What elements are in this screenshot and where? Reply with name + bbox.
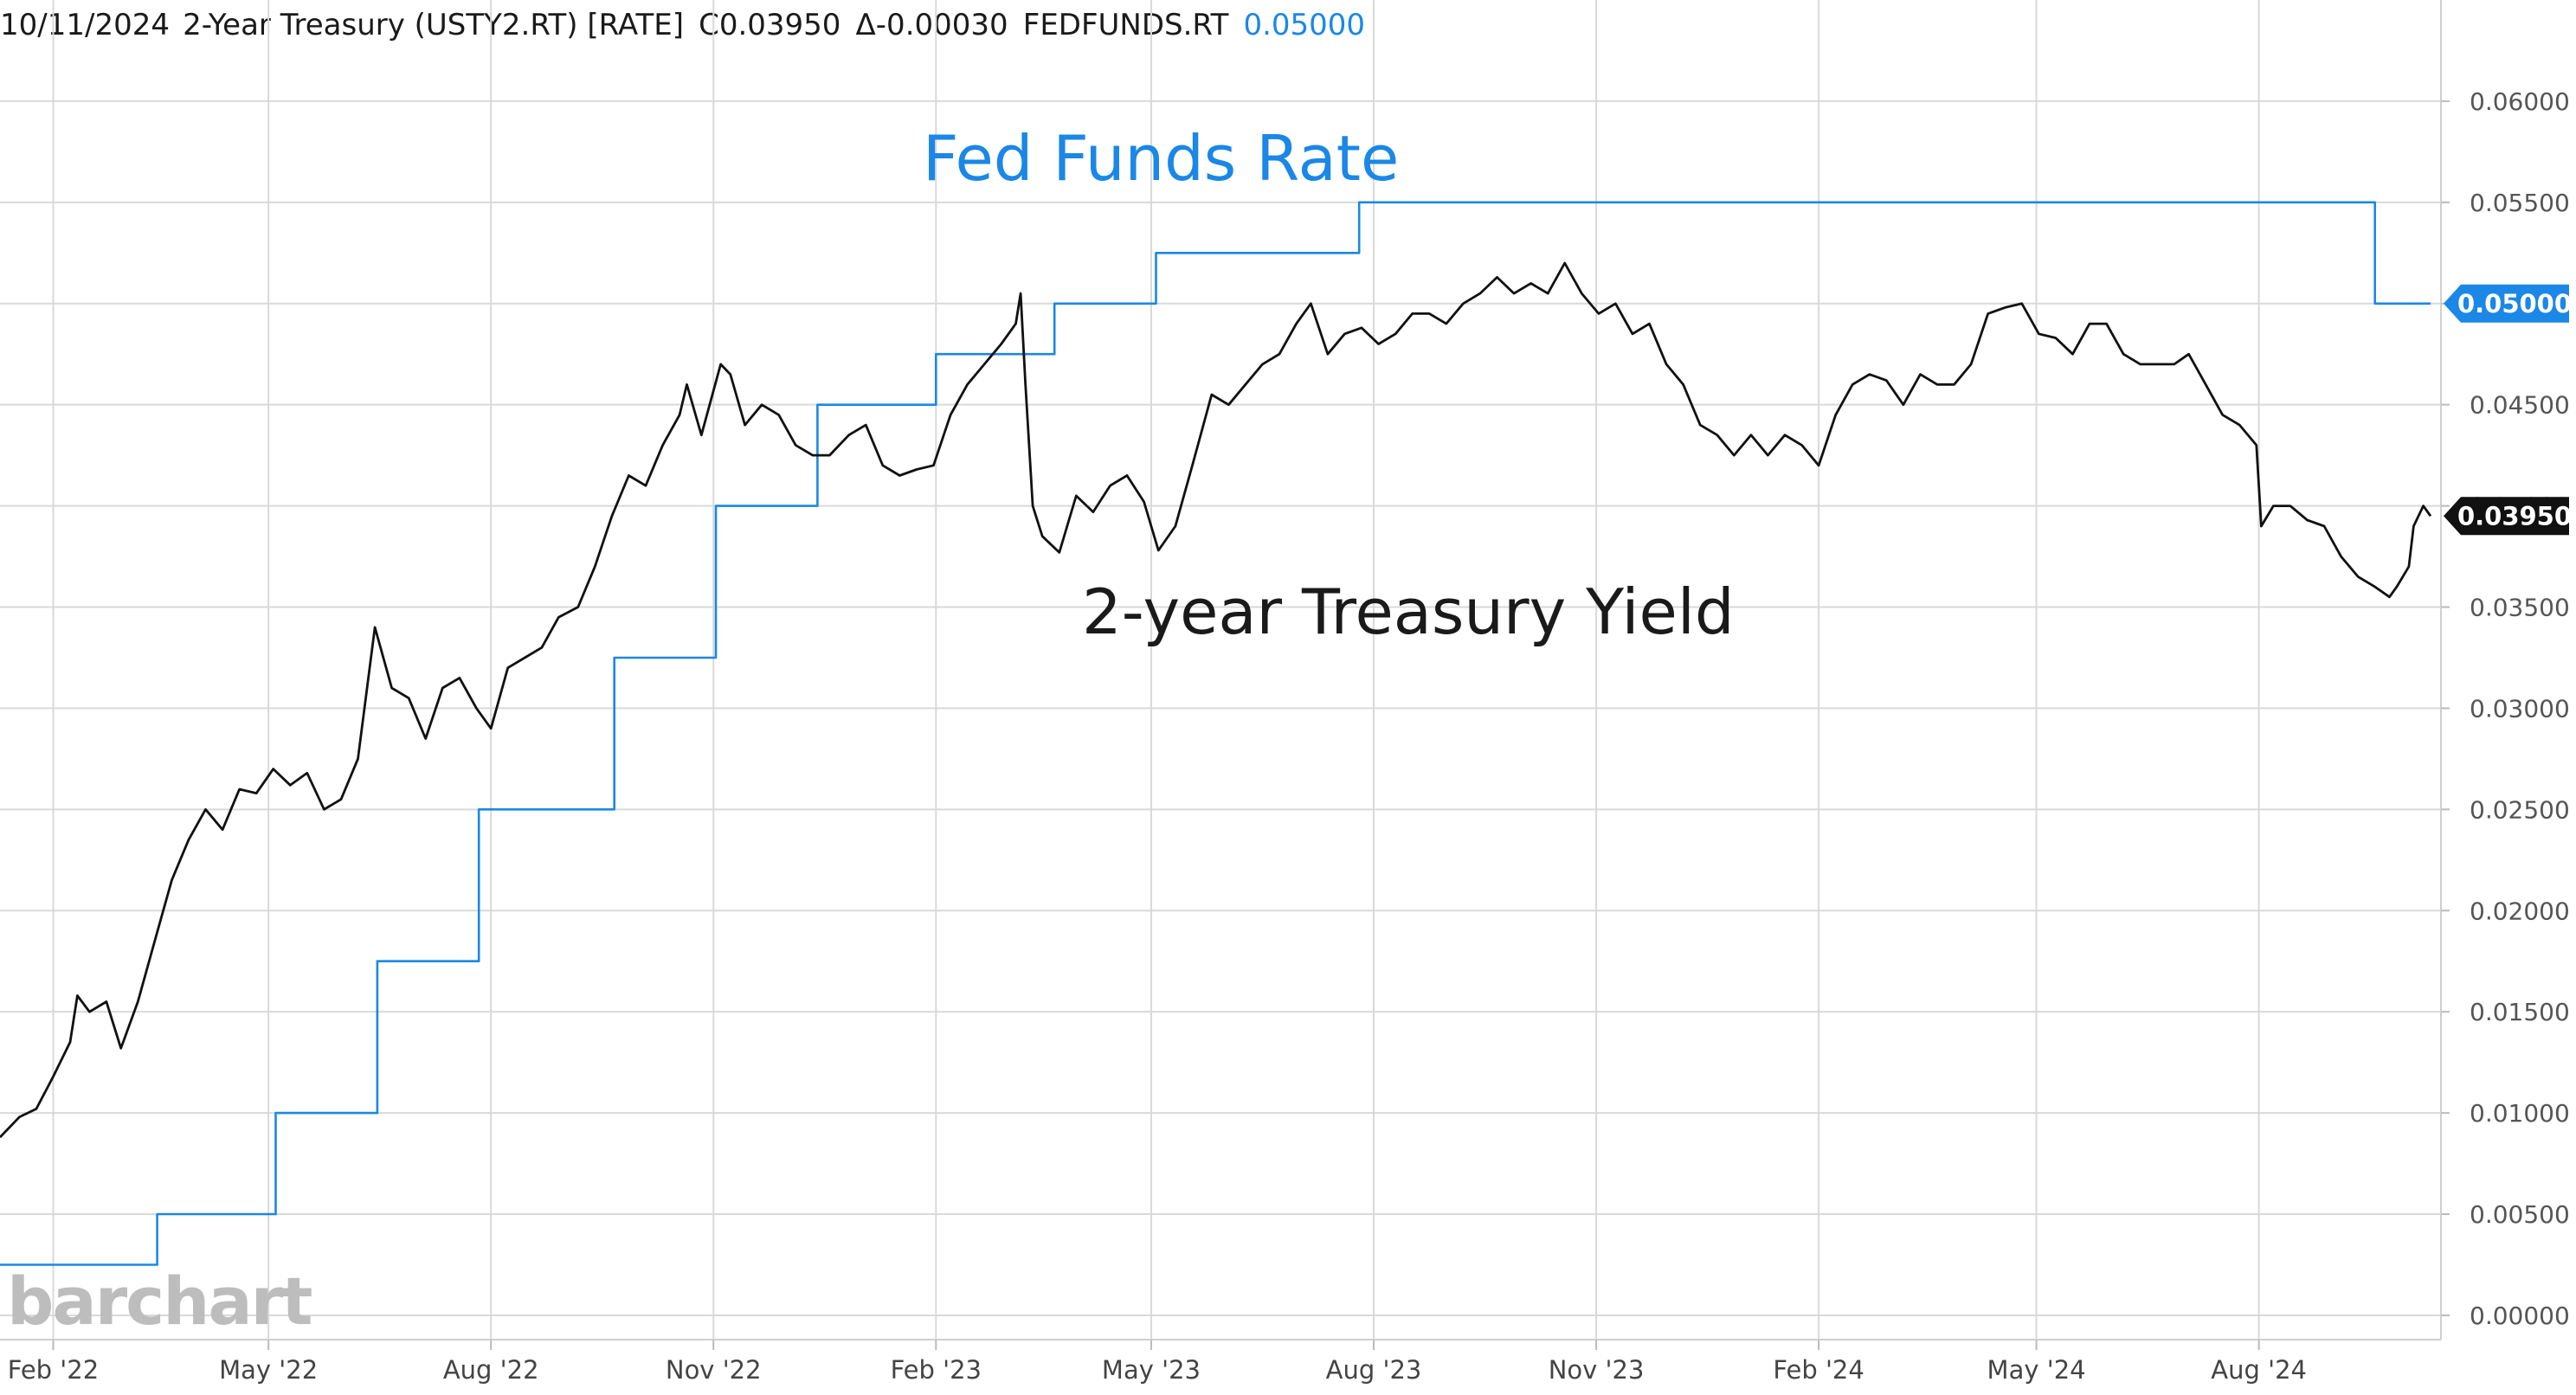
header-fed-value: 0.05000 xyxy=(1243,8,1365,42)
x-tick-label: Feb '22 xyxy=(8,1355,99,1385)
barchart-logo: barchart xyxy=(7,1263,312,1340)
series-lines xyxy=(0,201,2432,1266)
y-tick-label: 0.00500 xyxy=(2470,1200,2570,1229)
series-line-treasury xyxy=(0,261,2432,1139)
y-tick-label: 0.01000 xyxy=(2470,1099,2570,1128)
gridlines xyxy=(0,0,2442,1340)
x-tick-label: Feb '24 xyxy=(1773,1355,1864,1385)
x-tick-label: Feb '23 xyxy=(891,1355,982,1385)
x-tick-label: Aug '22 xyxy=(443,1355,539,1385)
last-value-badge-treasury: 0.03950 xyxy=(2444,497,2572,536)
y-tick-label: 0.02000 xyxy=(2470,897,2570,925)
badge-label: 0.05000 xyxy=(2457,289,2572,318)
x-tick-label: May '23 xyxy=(1102,1355,1201,1385)
chart-header: 10/11/2024 2-Year Treasury (USTY2.RT) [R… xyxy=(0,8,1365,42)
y-tick-label: 0.01500 xyxy=(2470,998,2570,1026)
y-tick-label: 0.03000 xyxy=(2470,694,2570,723)
x-axis: Feb '22 May '22 Aug '22 Nov '22 Feb '23 May '… xyxy=(8,1340,2307,1385)
series-line-fed xyxy=(0,201,2431,1266)
y-axis: 0.00000 0.00500 0.01000 0.01500 0.02000 0.025… xyxy=(2441,87,2570,1330)
x-tick-label: May '24 xyxy=(1987,1355,2086,1385)
y-tick-label: 0.02500 xyxy=(2470,795,2570,824)
header-instrument: 2-Year Treasury (USTY2.RT) [RATE] xyxy=(183,8,684,42)
y-tick-label: 0.00000 xyxy=(2470,1302,2570,1330)
header-date: 10/11/2024 xyxy=(0,8,170,42)
badge-label: 0.03950 xyxy=(2457,501,2572,530)
x-tick-label: Aug '24 xyxy=(2211,1355,2307,1385)
y-tick-label: 0.06000 xyxy=(2470,87,2570,116)
y-tick-label: 0.04500 xyxy=(2470,391,2570,420)
header-change: Δ-0.00030 xyxy=(856,8,1008,42)
x-tick-label: May '22 xyxy=(219,1355,318,1385)
last-value-badges: 0.05000 0.03950 xyxy=(2444,284,2572,536)
annotation-fed-funds-rate: Fed Funds Rate xyxy=(923,122,1399,195)
last-value-badge-fed: 0.05000 xyxy=(2444,284,2572,323)
y-tick-label: 0.03500 xyxy=(2470,594,2570,622)
header-close: C0.03950 xyxy=(699,8,840,42)
annotation-2-year-treasury-yield: 2-year Treasury Yield xyxy=(1082,575,1735,648)
x-tick-label: Aug '23 xyxy=(1326,1355,1422,1385)
y-tick-label: 0.05500 xyxy=(2470,189,2570,217)
badge-shape xyxy=(2444,497,2569,536)
x-tick-label: Nov '23 xyxy=(1549,1355,1645,1385)
x-tick-label: Nov '22 xyxy=(666,1355,762,1385)
badge-shape xyxy=(2444,284,2569,323)
header-fed-symbol: FEDFUNDS.RT xyxy=(1023,8,1229,42)
